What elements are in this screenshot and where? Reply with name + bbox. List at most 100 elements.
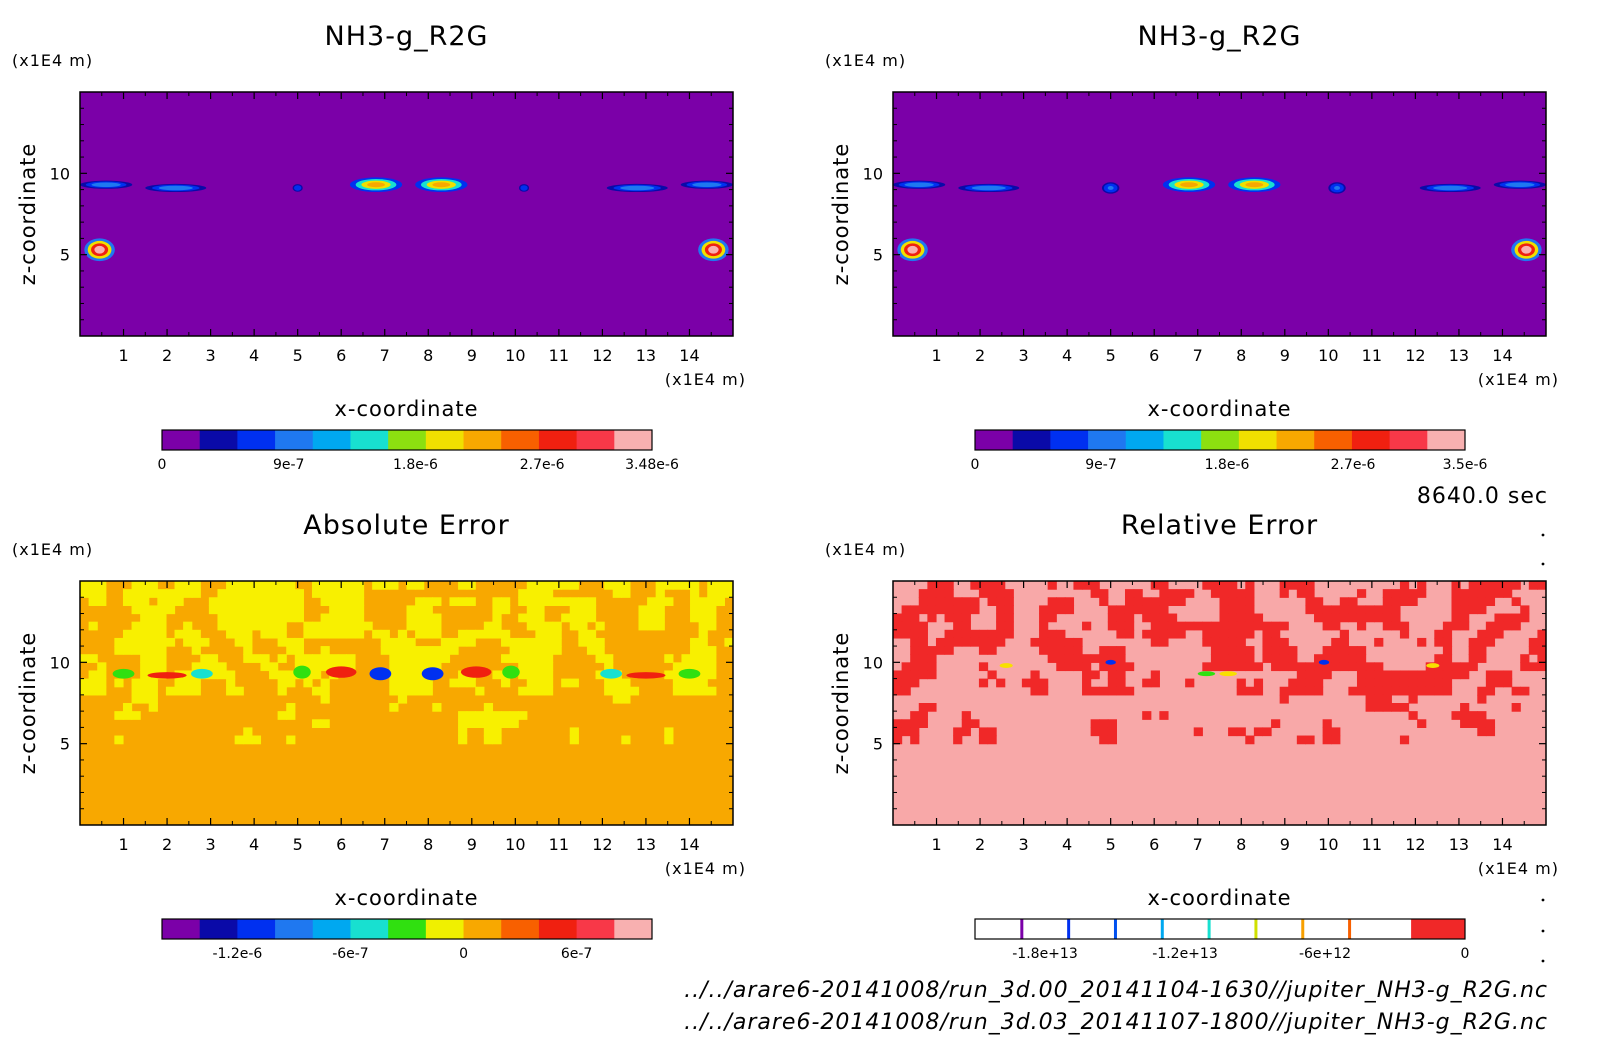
field-patch — [1434, 686, 1444, 696]
x-tick-label: 12 — [592, 346, 612, 365]
field-patch — [690, 654, 700, 663]
field-patch — [1228, 589, 1238, 598]
field-patch — [1116, 654, 1126, 663]
field-patch — [1339, 613, 1349, 623]
field-patch — [320, 646, 330, 655]
field-patch — [80, 686, 90, 696]
field-patch — [535, 621, 545, 631]
field-patch — [1339, 662, 1349, 672]
field-patch — [251, 735, 262, 745]
contour-blob — [1439, 186, 1461, 190]
field-patch — [234, 613, 244, 623]
field-patch — [647, 621, 657, 631]
field-patch — [578, 605, 588, 615]
x-tick-label: 6 — [1149, 835, 1159, 854]
colorbar-swatch — [1050, 430, 1089, 450]
colorbar-swatch — [501, 919, 540, 939]
field-patch — [501, 678, 511, 688]
field-patch — [535, 597, 545, 606]
field-patch — [1236, 678, 1246, 688]
field-patch — [97, 597, 107, 606]
field-patch — [1382, 670, 1392, 680]
field-patch — [996, 621, 1006, 631]
contour-blob — [293, 665, 311, 679]
contour-blob — [502, 665, 520, 679]
field-patch — [1442, 637, 1453, 647]
field-patch — [1142, 597, 1152, 606]
field-patch — [1142, 678, 1152, 688]
field-patch — [320, 654, 330, 663]
field-patch — [910, 670, 920, 680]
field-patch — [183, 581, 193, 590]
field-patch — [234, 597, 244, 606]
field-patch — [1399, 621, 1410, 631]
x-tick-label: 6 — [1149, 346, 1159, 365]
field-patch — [1399, 703, 1410, 712]
field-patch — [372, 629, 382, 639]
field-patch — [226, 589, 236, 598]
field-patch — [1434, 637, 1444, 647]
field-patch — [88, 670, 98, 680]
field-patch — [354, 605, 365, 615]
field-patch — [354, 589, 365, 598]
field-patch — [1434, 678, 1444, 688]
field-patch — [251, 654, 262, 663]
field-patch — [1477, 637, 1487, 647]
field-patch — [1219, 621, 1229, 631]
field-patch — [1408, 597, 1418, 606]
field-patch — [114, 637, 124, 647]
field-patch — [1305, 662, 1315, 672]
field-patch — [1374, 703, 1384, 712]
field-patch — [1236, 662, 1246, 672]
field-patch — [552, 597, 562, 606]
field-patch — [320, 589, 330, 598]
field-patch — [1056, 629, 1066, 639]
field-patch — [131, 597, 141, 606]
field-patch — [251, 597, 262, 606]
field-patch — [440, 637, 451, 647]
field-patch — [1064, 646, 1075, 655]
field-patch — [509, 711, 519, 720]
x-tick-label: 8 — [1236, 346, 1246, 365]
field-patch — [561, 581, 571, 590]
file-path-2: ../../arare6-20141008/run_3d.03_20141107… — [684, 1010, 1548, 1035]
field-patch — [1356, 589, 1367, 598]
field-patch — [1356, 662, 1367, 672]
field-patch — [148, 629, 158, 639]
field-patch — [1468, 711, 1478, 720]
field-patch — [251, 605, 262, 615]
field-patch — [458, 670, 468, 680]
field-patch — [1322, 613, 1332, 623]
field-patch — [286, 637, 296, 647]
field-patch — [97, 670, 107, 680]
field-patch — [1399, 597, 1410, 606]
field-patch — [996, 605, 1006, 615]
field-patch — [1296, 589, 1307, 598]
z-axis-label: z-coordinate — [829, 632, 853, 775]
field-patch — [918, 637, 928, 647]
field-patch — [432, 646, 442, 655]
field-patch — [131, 621, 141, 631]
field-patch — [1460, 621, 1470, 631]
field-patch — [1511, 621, 1521, 631]
field-patch — [183, 589, 193, 598]
field-patch — [423, 646, 433, 655]
field-patch — [346, 581, 356, 590]
field-patch — [518, 613, 528, 623]
field-patch — [707, 605, 717, 615]
field-patch — [1348, 654, 1358, 663]
field-patch — [1460, 703, 1470, 712]
field-patch — [1236, 613, 1246, 623]
field-patch — [458, 735, 468, 745]
field-patch — [1485, 597, 1496, 606]
field-patch — [501, 629, 511, 639]
field-patch — [1391, 613, 1401, 623]
field-patch — [1485, 719, 1496, 728]
field-patch — [1219, 597, 1229, 606]
field-patch — [1159, 581, 1169, 590]
field-patch — [1253, 621, 1264, 631]
field-patch — [996, 581, 1006, 590]
field-patch — [1159, 629, 1169, 639]
field-patch — [406, 686, 416, 696]
